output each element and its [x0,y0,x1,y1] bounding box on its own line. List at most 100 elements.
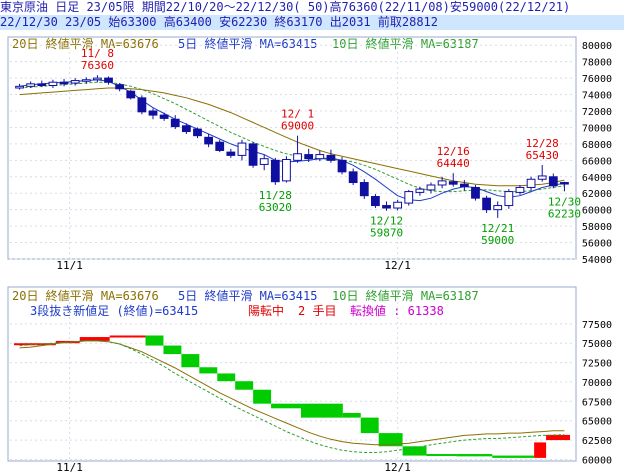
candle-body [448,181,458,185]
candle-body [115,84,125,90]
header-ohlc-line: 22/12/30 23/05 始63300 高63400 安62230 終631… [0,15,624,30]
annot-value: 62230 [548,207,581,220]
annot-date: 11/28 [259,189,292,202]
kagi-block-down [181,354,200,368]
candle-body [59,81,69,85]
kagi-block-down [378,433,403,447]
annot-value: 76360 [81,59,114,72]
candle-body [471,186,480,199]
upper-y-tick-54000: 54000 [582,255,612,266]
kagi-block-up [534,442,547,458]
candle-body [415,188,425,193]
kagi-block-down [199,367,218,374]
candle-body [526,178,536,188]
lower-panel-frame [7,286,577,462]
upper-y-tick-58000: 58000 [582,222,612,233]
annot-date: 12/28 [526,137,559,150]
lower-y-tick-65000: 65000 [582,417,612,428]
candle-body [459,183,469,188]
candle-body [104,77,113,83]
candle-body [326,154,336,161]
candle-body [81,79,91,82]
candle-body [359,182,369,197]
candle-body [426,184,436,191]
candle-body [159,114,169,119]
lower-y-tick-72500: 72500 [582,359,612,370]
lower-y-tick-70000: 70000 [582,378,612,389]
kagi-block-down [217,373,236,382]
annot-date: 12/16 [437,145,470,158]
kagi-block-down [300,403,343,418]
upper-legend-ma10: 10日 終値平滑 MA=63187 [332,36,479,51]
upper-y-tick-74000: 74000 [582,91,612,102]
candle-body [259,158,269,165]
candle-body [348,171,358,184]
candle-body [137,97,147,113]
kagi-label: 3段抜き新値足 (終値)=63415 [30,303,198,318]
lower-y-tick-77500: 77500 [582,320,612,331]
kagi-block-down [402,446,427,456]
annot-value: 63020 [259,201,292,214]
upper-y-tick-60000: 60000 [582,206,612,217]
lower-legend-ma20: 20日 終値平滑 MA=63676 [12,288,159,303]
kagi-block-up [109,335,146,338]
candle-body [493,205,503,211]
kagi-block-down [253,389,272,404]
annot-date: 11/ 8 [81,47,114,60]
candle-body [382,205,391,209]
candle-body [293,153,302,161]
upper-panel-frame [7,36,577,260]
upper-y-tick-64000: 64000 [582,173,612,184]
candle-body [37,83,47,87]
upper-legend-ma5: 5日 終値平滑 MA=63415 [178,36,317,51]
lower-y-tick-60000: 60000 [582,455,612,466]
candle-body [482,197,491,211]
lower-x-label: 11/1 [56,461,83,474]
upper-y-tick-56000: 56000 [582,239,612,250]
upper-legend-ma20: 20日 終値平滑 MA=63676 [12,36,159,51]
candle-body [70,80,80,84]
lower-y-tick-67500: 67500 [582,397,612,408]
upper-y-tick-68000: 68000 [582,140,612,151]
lower-x-label: 12/1 [384,461,411,474]
upper-y-tick-70000: 70000 [582,123,612,134]
candle-body [337,159,347,173]
candle-body [93,77,102,81]
candle-body [126,90,136,99]
kagi-step: 2 手目 [298,304,336,318]
annot-value: 64440 [437,157,470,170]
kagi-block-up [79,337,110,341]
kagi-state: 陽転中 [248,303,284,318]
candle-body [515,186,525,193]
candle-body [193,128,202,137]
candle-body [270,159,280,183]
upper-y-tick-80000: 80000 [582,41,612,52]
kagi-block-down [163,345,182,355]
candle-body [537,175,547,180]
annot-date: 12/12 [370,215,403,228]
annot-value: 69000 [281,120,314,133]
candle-body [304,154,314,160]
candle-body [393,201,403,209]
kagi-block-down [145,335,164,346]
annot-date: 12/30 [548,195,581,208]
kagi-block-down [492,455,535,458]
candle-body [548,176,558,187]
candle-body [48,81,58,87]
candle-body [26,83,36,87]
candle-body [560,182,569,185]
kagi-block-down [271,403,301,409]
lower-legend-ma10: 10日 終値平滑 MA=63187 [332,288,479,303]
candle-body [170,118,180,128]
candle-body [248,143,258,166]
candle-body [437,180,447,186]
upper-ma20-line [19,87,565,187]
annot-value: 65430 [526,149,559,162]
header-title-line: 東京原油 日足 23/05限 期間22/10/20～22/12/30( 50)高… [0,0,624,16]
candle-body [15,85,24,89]
candle-body [282,159,291,182]
candle-body [371,196,380,207]
annot-date: 12/21 [481,222,514,235]
candle-body [315,154,325,160]
